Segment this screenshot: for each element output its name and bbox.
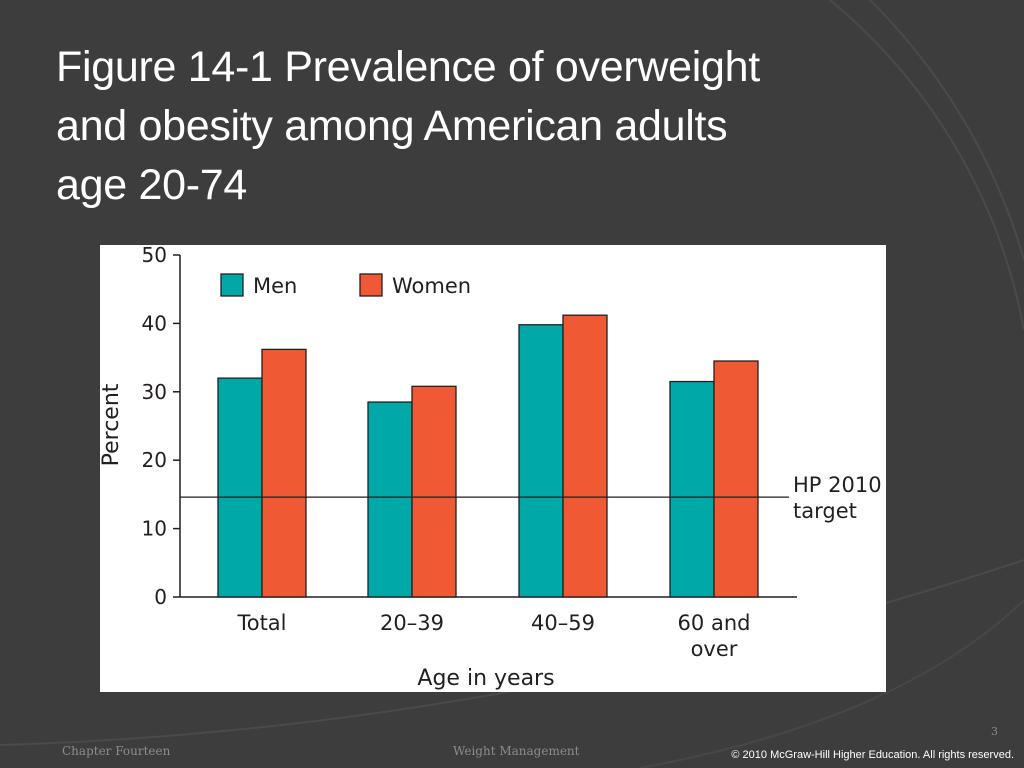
bar-women xyxy=(562,314,608,598)
y-tick-label: 0 xyxy=(154,585,167,609)
y-tick-label: 20 xyxy=(142,448,167,472)
slide-title-line: Figure 14-1 Prevalence of overweight xyxy=(56,43,760,91)
x-category-label: 60 and xyxy=(678,611,751,635)
x-axis-title: Age in years xyxy=(417,666,554,691)
bar-men xyxy=(217,377,263,598)
y-tick-label: 30 xyxy=(142,380,167,404)
slide-title-line: and obesity among American adults xyxy=(56,102,728,150)
reference-line-label: HP 2010 xyxy=(793,473,882,497)
chart-panel: 0 10 20 30 40 50 HP 2010 target Total 20–39 40–5… xyxy=(100,245,886,692)
x-category-label: 40–59 xyxy=(531,611,595,635)
page-number: 3 xyxy=(991,725,998,738)
y-tick-label: 10 xyxy=(142,517,167,541)
reference-line-label: target xyxy=(793,499,857,523)
x-category-label: 20–39 xyxy=(380,611,444,635)
slide-title-line: age 20-74 xyxy=(56,161,247,209)
x-category-label: over xyxy=(691,637,738,661)
y-tick-label: 50 xyxy=(142,245,167,267)
bar-women xyxy=(713,360,759,598)
legend-swatch-women xyxy=(359,273,383,297)
footer-topic: Weight Management xyxy=(453,744,580,758)
legend-swatch-men xyxy=(220,273,244,297)
footer-chapter: Chapter Fourteen xyxy=(62,744,171,758)
y-axis-title: Percent xyxy=(100,383,124,466)
bar-men xyxy=(518,324,564,598)
bar-men xyxy=(669,380,715,598)
legend-label: Women xyxy=(392,274,471,298)
legend-label: Men xyxy=(253,274,297,298)
footer-copyright: © 2010 McGraw-Hill Higher Education. All… xyxy=(731,749,1014,761)
bar-women xyxy=(261,348,307,598)
y-tick-label: 40 xyxy=(142,311,167,335)
x-category-label: Total xyxy=(236,611,286,635)
slide-title: Figure 14-1 Prevalence of overweight and… xyxy=(56,38,876,215)
bar-men xyxy=(367,401,413,598)
bar-women xyxy=(411,385,457,598)
